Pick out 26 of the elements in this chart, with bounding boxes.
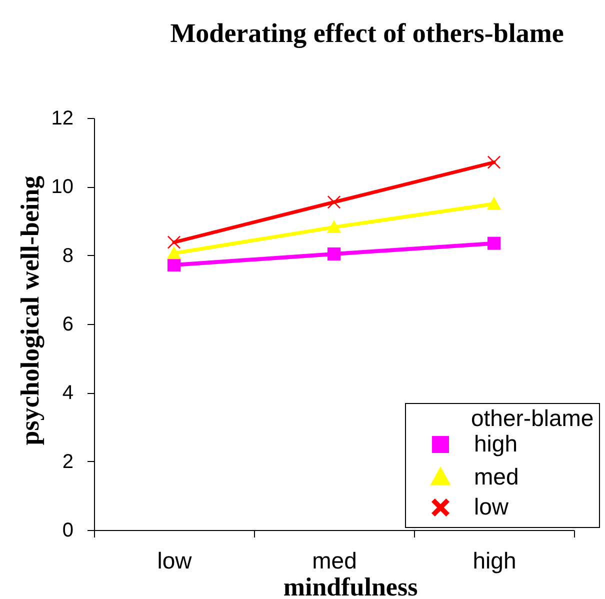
x-tick-label: high bbox=[472, 548, 516, 574]
chart-title: Moderating effect of others-blame bbox=[170, 18, 564, 48]
point bbox=[486, 196, 502, 210]
y-axis-title: psychological well-being bbox=[15, 176, 44, 446]
x-tick-label: med bbox=[312, 548, 357, 574]
y-tick-label: 2 bbox=[62, 450, 74, 473]
point bbox=[167, 236, 181, 249]
point bbox=[326, 220, 342, 234]
point bbox=[327, 247, 341, 260]
legend-label: high bbox=[474, 430, 518, 456]
y-tick-label: 4 bbox=[62, 382, 74, 404]
legend-label: med bbox=[474, 464, 519, 490]
point bbox=[167, 258, 181, 272]
legend-title: other-blame bbox=[471, 405, 594, 431]
y-tick-label: 0 bbox=[62, 520, 74, 542]
x-tick-label: low bbox=[157, 548, 192, 574]
y-tick-label: 6 bbox=[62, 314, 74, 336]
y-tick-label: 12 bbox=[51, 108, 74, 130]
point bbox=[327, 196, 341, 209]
legend-label: low bbox=[474, 494, 509, 520]
y-tick-label: 8 bbox=[62, 244, 74, 267]
point bbox=[487, 236, 501, 250]
y-tick-label: 10 bbox=[51, 176, 74, 198]
point bbox=[487, 156, 501, 169]
point bbox=[166, 246, 182, 260]
x-axis-title: mindfulness bbox=[283, 572, 418, 599]
